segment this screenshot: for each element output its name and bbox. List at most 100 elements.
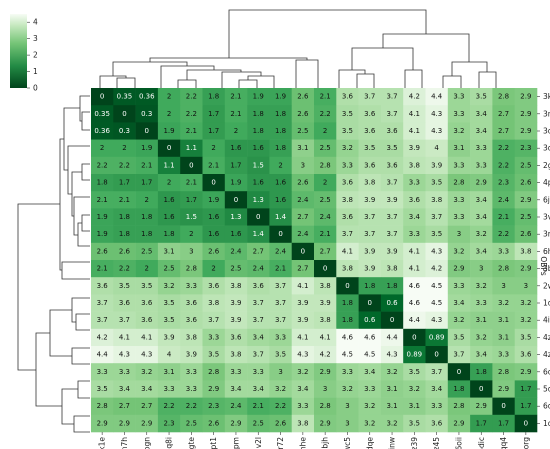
heatmap-value-label: 2: [167, 93, 171, 101]
heatmap-value-label: 3.8: [320, 316, 331, 324]
heatmap-cell: [336, 208, 359, 226]
heatmap-cell: [425, 122, 449, 140]
heatmap-value-label: 3.3: [476, 299, 487, 307]
heatmap-cell: [425, 397, 449, 416]
heatmap-value-label: 1.8: [119, 213, 130, 221]
heatmap-cell: [291, 208, 315, 226]
heatmap-cell: [135, 191, 159, 209]
heatmap-cell: [247, 208, 270, 226]
heatmap-value-label: 3.6: [186, 316, 198, 324]
heatmap-cell: [291, 191, 315, 209]
heatmap-value-label: 3.5: [476, 93, 487, 101]
heatmap-value-label: 2.2: [97, 161, 108, 169]
heatmap-cell: [514, 346, 538, 364]
y-axis-tick-label: 6jpm: [543, 195, 550, 204]
heatmap-cell: [91, 328, 114, 347]
heatmap-value-label: 2.1: [97, 265, 108, 273]
heatmap-cell: [291, 328, 315, 347]
heatmap-value-label: 3.5: [275, 351, 286, 359]
heatmap-cell: [157, 139, 181, 158]
heatmap-value-label: 3.7: [342, 230, 353, 238]
heatmap-value-label: 2: [167, 110, 171, 118]
heatmap-value-label: 3.6: [520, 351, 532, 359]
heatmap-cell: [113, 397, 136, 416]
heatmap-cell: [91, 139, 114, 158]
heatmap-value-label: 3.3: [186, 368, 197, 376]
heatmap-cell: [202, 277, 226, 295]
heatmap-value-label: 3.6: [141, 316, 153, 324]
heatmap-cell: [135, 88, 159, 106]
heatmap-cell: [113, 346, 136, 364]
heatmap-value-label: 3.5: [520, 333, 531, 341]
heatmap-cell: [514, 311, 538, 330]
heatmap-cell: [224, 397, 248, 416]
heatmap-value-label: 3.7: [97, 299, 108, 307]
heatmap-value-label: 0: [167, 144, 171, 152]
heatmap-cell: [403, 414, 426, 433]
heatmap-value-label: 3.7: [364, 230, 375, 238]
heatmap-value-label: 3.9: [364, 247, 375, 255]
heatmap-value-label: 4.4: [386, 333, 398, 341]
heatmap-cell: [425, 380, 449, 398]
heatmap-value-label: 2.2: [186, 110, 197, 118]
heatmap-value-label: 1.7: [119, 179, 130, 187]
heatmap-value-label: 2.8: [97, 402, 108, 410]
heatmap-value-label: 3.2: [409, 385, 420, 393]
heatmap-cell: [135, 242, 159, 261]
heatmap-cell: [492, 242, 515, 261]
heatmap-value-label: 3.9: [364, 196, 375, 204]
heatmap-cell: [425, 277, 449, 295]
heatmap-cell: [425, 208, 449, 226]
heatmap-cell: [336, 156, 359, 175]
heatmap-cell: [224, 88, 248, 106]
heatmap-value-label: 3.7: [431, 213, 442, 221]
heatmap-cell: [336, 105, 359, 123]
heatmap-cell: [202, 122, 226, 140]
heatmap-cell: [514, 174, 538, 192]
heatmap-cell: [403, 346, 426, 364]
x-axis-tick-label: 2gte: [187, 437, 196, 449]
heatmap-cell: [403, 105, 426, 123]
heatmap-value-label: 2.3: [520, 144, 531, 152]
heatmap-value-label: 4: [434, 144, 439, 152]
heatmap-cell: [291, 174, 315, 192]
y-axis-tick-label: 6qq4: [543, 402, 550, 411]
heatmap-value-label: 2.8: [498, 93, 509, 101]
heatmap-cell: [425, 260, 449, 278]
heatmap-value-label: 2.2: [498, 161, 509, 169]
heatmap-value-label: 3.1: [297, 144, 308, 152]
heatmap-value-label: 3.6: [97, 282, 109, 290]
heatmap-cell: [135, 105, 159, 123]
heatmap-value-label: 4.1: [297, 282, 308, 290]
heatmap-cell: [291, 311, 315, 330]
heatmap-value-label: 3.6: [342, 93, 354, 101]
heatmap-value-label: 2: [100, 144, 104, 152]
heatmap-value-label: 2.6: [208, 247, 220, 255]
heatmap-value-label: 1.8: [141, 213, 152, 221]
y-axis-tick-label: 3q8i: [543, 144, 550, 153]
colorbar-tick-label: 1: [33, 67, 38, 76]
heatmap-cell: [492, 156, 515, 175]
y-axis-tick-label: 3bjh: [543, 264, 550, 273]
heatmap-cell: [358, 139, 382, 158]
heatmap-cell: [492, 139, 515, 158]
heatmap-cell: [269, 208, 292, 226]
heatmap-cell: [358, 294, 382, 312]
heatmap-cell: [314, 174, 337, 192]
heatmap-cell: [314, 88, 337, 106]
x-axis-tick-label: 2wc5: [343, 437, 352, 449]
heatmap-cell: [447, 277, 471, 295]
heatmap-value-label: 2.4: [230, 247, 242, 255]
heatmap-value-label: 3.5: [409, 368, 420, 376]
heatmap-value-label: 1.4: [275, 213, 287, 221]
x-axis-tick-label: 3v2l: [254, 437, 263, 449]
colorbar: 0 1 2 3 4: [10, 14, 38, 93]
heatmap-value-label: 3.1: [386, 385, 397, 393]
heatmap-value-label: 3.5: [163, 299, 174, 307]
heatmap-value-label: 3.3: [431, 402, 442, 410]
heatmap-cell: [403, 242, 426, 261]
heatmap-value-label: 3.4: [476, 196, 488, 204]
colorbar-tick-label: 4: [33, 18, 38, 27]
heatmap-cell: [470, 414, 493, 433]
heatmap-cell: [135, 363, 159, 381]
